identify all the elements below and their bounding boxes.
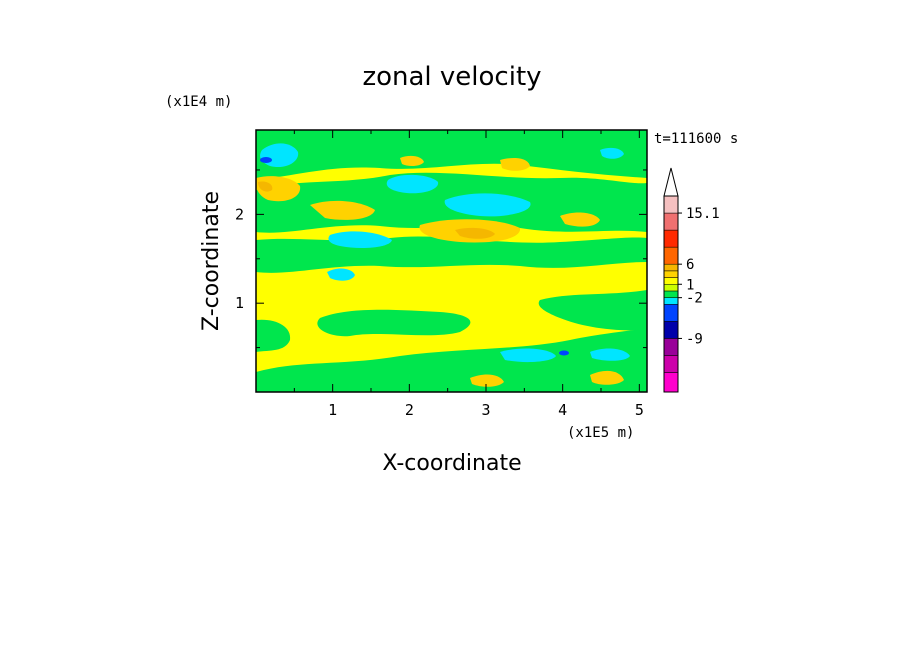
contour-orange-2	[310, 200, 375, 220]
x-tick-label: 2	[405, 401, 414, 419]
contour-darkorange-1	[455, 227, 495, 239]
colorbar-cell	[663, 372, 679, 393]
contour-cyan-7	[590, 348, 630, 361]
plot-frame	[255, 129, 648, 393]
contour-band-green-center	[317, 309, 471, 337]
colorbar-cell	[663, 270, 679, 278]
contour-field	[256, 130, 647, 392]
colorbar-cell	[663, 284, 679, 292]
contour-orange-6	[400, 155, 424, 167]
contour-orange-4	[560, 212, 600, 227]
contour-cyan-8	[600, 147, 624, 159]
x-axis: 1 2 3 4 5	[293, 130, 644, 419]
y-tick-label: 1	[235, 294, 244, 312]
y-axis-label: Z-coordinate	[199, 191, 224, 331]
colorbar-cell	[663, 229, 679, 248]
x-tick-label: 4	[558, 401, 567, 419]
x-tick-label: 1	[328, 401, 337, 419]
colorbar-cell	[663, 277, 679, 285]
colorbar-cell	[663, 304, 679, 322]
colorbar-cell	[663, 297, 679, 305]
colorbar-label: 6	[686, 257, 694, 273]
contour-cyan-2	[386, 174, 439, 194]
x-tick-label: 3	[481, 401, 490, 419]
contour-cyan-6	[500, 348, 556, 363]
colorbar-extend-arrow	[663, 167, 679, 197]
chart-title: zonal velocity	[362, 62, 541, 92]
contour-orange-5	[500, 158, 530, 171]
contour-orange-7	[470, 374, 504, 387]
colorbar-label: 15.1	[686, 206, 720, 222]
colorbar-label: -9	[686, 331, 703, 347]
x-axis-label: X-coordinate	[382, 451, 521, 476]
contour-band-green-right	[538, 290, 647, 331]
contour-darkorange-2	[258, 181, 273, 192]
colorbar-cell	[663, 263, 679, 272]
colorbar-label: -2	[686, 291, 703, 307]
y-tick-label: 2	[235, 205, 244, 223]
colorbar-cell	[663, 246, 679, 265]
y-axis: 12	[235, 169, 647, 349]
colorbar: 15.1 6 1-2 -9	[663, 167, 720, 393]
contour-band-green-left	[256, 319, 291, 352]
contour-blue-2	[559, 350, 569, 356]
colorbar-cell	[663, 212, 679, 231]
time-label: t=111600 s	[654, 131, 738, 147]
colorbar-cell	[663, 195, 679, 214]
colorbar-cell	[663, 321, 679, 339]
x-axis-unit: (x1E5 m)	[567, 425, 634, 441]
contour-cyan-5	[327, 268, 355, 281]
x-tick-label: 5	[635, 401, 644, 419]
contour-blue-1	[260, 157, 272, 163]
contour-band-green-bottom	[256, 328, 647, 392]
contour-cyan-3	[444, 193, 531, 217]
colorbar-cell	[663, 338, 679, 356]
contour-cyan-4	[328, 231, 392, 248]
y-axis-unit: (x1E4 m)	[165, 94, 232, 110]
contour-orange-8	[590, 370, 624, 385]
contour-band-green-top	[256, 130, 647, 180]
colorbar-label: 1	[686, 277, 694, 293]
colorbar-cell	[663, 355, 679, 373]
colorbar-cell	[663, 290, 679, 298]
colorbar-frame	[663, 195, 679, 393]
